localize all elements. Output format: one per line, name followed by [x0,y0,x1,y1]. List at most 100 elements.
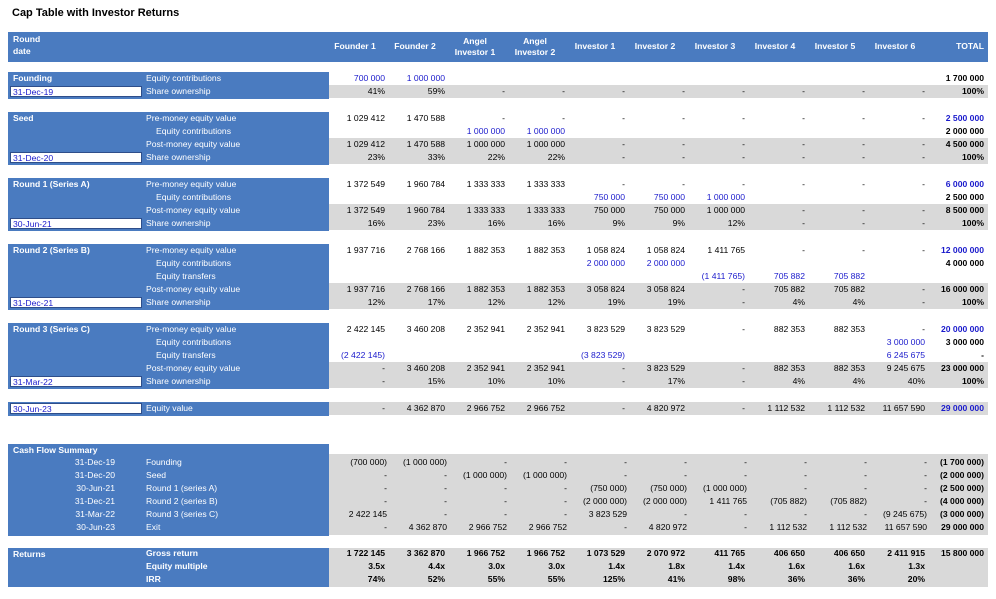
round-date[interactable]: 31-Dec-20 [10,152,142,163]
value-cell: 9% [612,218,625,228]
exit-top-band [329,402,988,403]
value-cell [387,257,445,270]
value-cell: - [684,470,687,480]
value-cell: - [622,152,625,162]
value-cell: (705 882) [770,496,807,506]
value-cell: - [742,403,745,413]
value-cell: 3.5x [368,561,385,571]
value-cell: 3 058 824 [586,284,625,294]
row-label: Equity value [146,403,193,413]
value-cell: 1 470 588 [406,139,445,149]
value-cell: 4.4x [428,561,445,571]
cashflow-band [329,454,988,535]
value-cell [327,336,385,349]
value-cell: - [624,457,627,467]
value-cell: 12% [487,297,505,307]
column-header: Investor 6 [874,41,916,51]
value-cell: 16% [487,218,505,228]
column-header: Investor 2 [634,41,676,51]
value-cell: 1.6x [788,561,805,571]
value-cell: - [802,86,805,96]
value-cell: - [922,152,925,162]
value-cell: - [742,376,745,386]
value-cell: (700 000) [350,457,387,467]
value-cell: 1 058 824 [586,245,625,255]
value-cell: 705 882 [833,284,865,294]
cashflow-date: 30-Jun-23 [76,522,115,532]
value-cell: (2 422 145) [341,350,385,360]
round-date[interactable]: 31-Dec-19 [10,86,142,97]
value-cell: - [622,403,625,413]
shaded-row-band [329,151,988,164]
value-cell: 1 882 353 [526,245,565,255]
value-cell: 1 029 412 [346,139,385,149]
value-cell: - [922,245,925,255]
value-cell: 40% [907,376,925,386]
value-cell: - [922,284,925,294]
round-date[interactable]: 31-Mar-22 [10,376,142,387]
total-cell: 3 000 000 [945,337,984,347]
total-cell: (2 500 000) [940,483,984,493]
total-cell: (1 700 000) [940,457,984,467]
value-cell: - [622,376,625,386]
value-cell: - [862,245,865,255]
total-cell: 15 800 000 [940,548,984,558]
value-cell: - [744,457,747,467]
value-cell: 2 352 941 [526,324,565,334]
value-cell: - [802,245,805,255]
value-cell: 22% [487,152,505,162]
row-label: Equity contributions [156,126,231,136]
value-cell: 3 460 208 [406,363,445,373]
value-cell: - [922,86,925,96]
value-cell: 1 073 529 [586,548,625,558]
value-cell: (9 245 675) [883,509,927,519]
cashflow-label: Round 3 (series C) [146,509,219,519]
value-cell: - [864,457,867,467]
cashflow-label: Exit [146,522,161,532]
value-cell: 1 966 752 [466,548,505,558]
value-cell: 17% [427,297,445,307]
value-cell: 1 372 549 [346,205,385,215]
returns-band [329,548,988,587]
value-cell: 1 112 532 [769,522,807,532]
value-cell: - [682,86,685,96]
value-cell: 1 112 532 [829,522,867,532]
value-cell: 11 657 590 [884,522,927,532]
value-cell: 1 960 784 [406,205,445,215]
value-cell [747,257,805,270]
value-cell: - [382,376,385,386]
value-cell: - [682,152,685,162]
value-cell: 700 000 [353,73,385,83]
value-cell [627,125,685,138]
value-cell [507,336,565,349]
value-cell: 1 000 000 [526,126,565,136]
value-cell: 1 372 549 [346,179,385,189]
column-header: Founder 1 [334,41,376,51]
round-date[interactable]: 31-Dec-21 [10,297,142,308]
value-cell: 406 650 [773,548,805,558]
shaded-row-band [329,283,988,296]
row-label: Equity transfers [156,271,216,281]
value-cell [807,349,865,362]
round-date[interactable]: 30-Jun-21 [10,218,142,229]
total-cell: 20 000 000 [940,324,984,334]
total-cell: 12 000 000 [940,245,984,255]
value-cell: - [744,470,747,480]
value-cell [387,125,445,138]
value-cell: 98% [727,574,745,584]
value-cell: 882 353 [773,363,805,373]
value-cell: 1 000 000 [466,139,505,149]
section-title: Founding [13,73,53,83]
value-cell: - [504,457,507,467]
value-cell: - [682,113,685,123]
value-cell: (705 882) [830,496,867,506]
row-label: Equity contributions [156,337,231,347]
value-cell: 2 768 166 [406,284,445,294]
round-date[interactable]: 30-Jun-23 [10,403,142,414]
value-cell: - [382,363,385,373]
returns-title: Returns [13,549,46,559]
value-cell: 2 966 752 [526,403,565,413]
total-cell [914,573,984,586]
value-cell: 9 245 675 [886,363,925,373]
value-cell: - [802,179,805,189]
